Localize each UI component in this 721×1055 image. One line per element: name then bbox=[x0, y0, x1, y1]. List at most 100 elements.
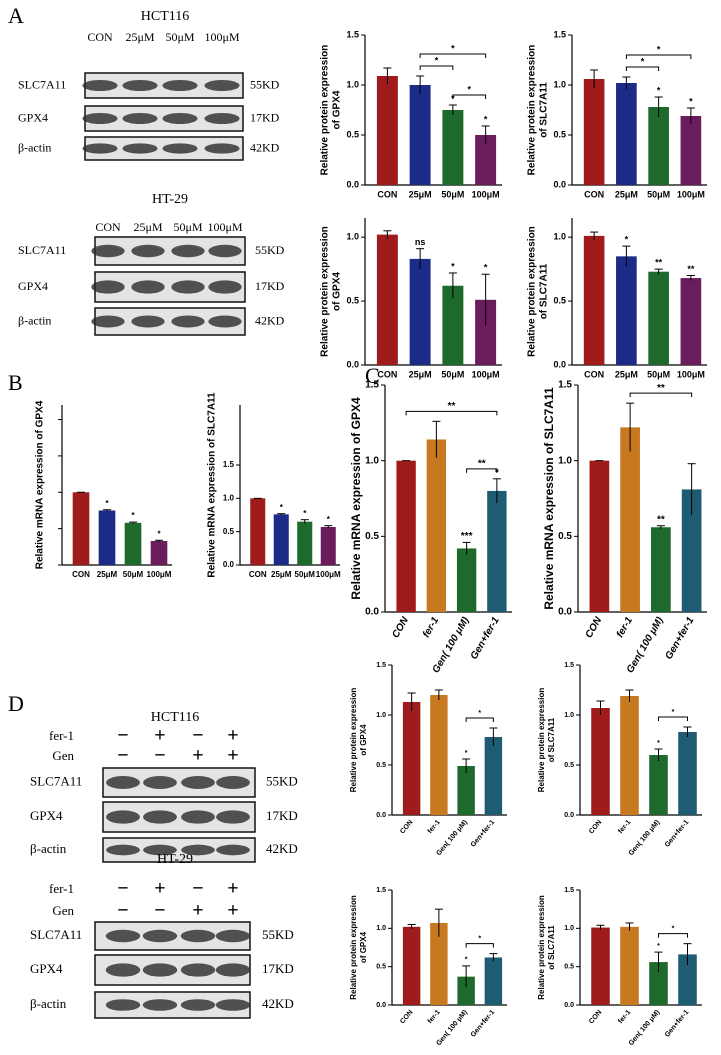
blot-band bbox=[143, 810, 177, 824]
x-tick-label: 50μM bbox=[647, 189, 670, 199]
blot-band bbox=[180, 963, 216, 977]
treatment-sign: − bbox=[117, 745, 128, 767]
treatment-sign: + bbox=[154, 725, 165, 747]
blot-band bbox=[131, 280, 165, 294]
y-tick-label: 1.5 bbox=[558, 380, 572, 391]
bar bbox=[376, 234, 398, 365]
y-axis-label: Relative protein expression bbox=[537, 895, 546, 1000]
y-tick-label: 0.5 bbox=[346, 129, 359, 139]
bar bbox=[430, 695, 448, 815]
significance-label: ** bbox=[655, 258, 663, 268]
x-tick-label: CON bbox=[72, 570, 90, 579]
y-tick-label: 1.0 bbox=[376, 712, 386, 719]
significance-label: * bbox=[105, 499, 109, 508]
x-tick-label: CON bbox=[588, 1009, 603, 1025]
treatment-sign: + bbox=[192, 900, 203, 922]
protein-label: β-actin bbox=[30, 996, 67, 1011]
significance-bracket bbox=[625, 54, 692, 59]
bracket-label: ** bbox=[448, 401, 456, 412]
treatment-label: fer-1 bbox=[49, 881, 74, 896]
blot-band bbox=[131, 315, 165, 328]
bar bbox=[320, 527, 336, 565]
panel-label: D bbox=[8, 691, 24, 716]
significance-label: * bbox=[303, 509, 307, 518]
protein-label: GPX4 bbox=[18, 110, 48, 124]
bar bbox=[430, 922, 448, 1005]
significance-bracket bbox=[465, 717, 494, 722]
x-tick-label: fer-1 bbox=[617, 819, 632, 835]
bracket-label: * bbox=[435, 55, 439, 65]
bar bbox=[457, 976, 475, 1005]
bar bbox=[681, 489, 702, 612]
y-tick-label: 1.0 bbox=[558, 455, 572, 466]
blot-band bbox=[142, 963, 178, 977]
x-tick-label: 100μM bbox=[316, 570, 341, 579]
protein-label: GPX4 bbox=[30, 961, 63, 976]
x-tick-label: 100μM bbox=[472, 369, 500, 379]
y-axis-label: Relative protein expression bbox=[349, 895, 358, 1000]
blot-band bbox=[91, 244, 125, 258]
treatment-label: fer-1 bbox=[49, 728, 74, 743]
y-tick-label: 1.5 bbox=[223, 460, 235, 469]
bracket-label: * bbox=[672, 926, 675, 933]
size-label: 42KD bbox=[255, 313, 285, 327]
bar bbox=[678, 954, 697, 1005]
significance-label: *** bbox=[461, 531, 473, 542]
y-axis-label: Relative protein expression bbox=[349, 688, 358, 793]
y-axis-label: Relative mRNA expression of SLC7A11 bbox=[542, 387, 556, 610]
size-label: 55KD bbox=[250, 77, 280, 91]
bar bbox=[678, 732, 697, 815]
blot-band bbox=[91, 315, 125, 328]
bar bbox=[402, 702, 421, 815]
lane-label: 100μM bbox=[207, 220, 242, 234]
bar bbox=[620, 926, 639, 1005]
bar bbox=[649, 755, 668, 815]
size-label: 17KD bbox=[262, 961, 294, 976]
x-tick-label: Gen+fer-1 bbox=[470, 819, 497, 849]
size-label: 17KD bbox=[266, 808, 298, 823]
y-tick-label: 0.0 bbox=[346, 179, 359, 189]
blot-band bbox=[181, 776, 215, 789]
y-tick-label: 0.5 bbox=[558, 531, 572, 542]
significance-bracket bbox=[658, 933, 688, 938]
blot-band bbox=[215, 999, 251, 1011]
bracket-label: * bbox=[672, 709, 675, 716]
bar bbox=[273, 514, 289, 565]
blot-band bbox=[122, 112, 158, 125]
x-tick-label: CON bbox=[249, 570, 267, 579]
significance-label: * bbox=[689, 96, 693, 106]
bar bbox=[442, 110, 464, 185]
y-axis-label: of SLC7A11 bbox=[539, 263, 550, 319]
significance-label: * bbox=[657, 85, 661, 95]
significance-label: * bbox=[625, 234, 629, 244]
lane-label: 50μM bbox=[173, 220, 202, 234]
size-label: 42KD bbox=[262, 996, 294, 1011]
bar bbox=[620, 696, 639, 815]
bar bbox=[680, 116, 702, 185]
x-tick-label: fer-1 bbox=[617, 1009, 632, 1025]
x-tick-label: Gen+fer-1 bbox=[663, 615, 696, 662]
x-tick-label: 50μM bbox=[647, 369, 670, 379]
significance-label: * bbox=[484, 263, 488, 273]
size-label: 55KD bbox=[266, 773, 298, 788]
blot-band bbox=[142, 999, 178, 1011]
bar bbox=[616, 83, 637, 185]
blot-band bbox=[208, 280, 242, 294]
x-tick-label: 25μM bbox=[615, 369, 638, 379]
blot-band bbox=[122, 143, 158, 154]
blot-band bbox=[105, 963, 141, 977]
x-tick-label: fer-1 bbox=[615, 615, 636, 640]
x-tick-label: CON bbox=[588, 819, 603, 835]
x-tick-label: 50μM bbox=[295, 570, 316, 579]
y-axis-label: of SLC7A11 bbox=[539, 82, 550, 138]
bar bbox=[484, 737, 503, 815]
treatment-label: Gen bbox=[52, 903, 74, 918]
protein-label: β-actin bbox=[30, 841, 67, 856]
y-tick-label: 0.0 bbox=[553, 359, 566, 369]
y-axis-label: of GPX4 bbox=[359, 931, 368, 963]
bar bbox=[396, 460, 416, 612]
y-axis-label: Relative mRNA expression of GPX4 bbox=[349, 397, 363, 600]
blot-title: HCT116 bbox=[141, 9, 189, 24]
treatment-sign: − bbox=[192, 878, 203, 900]
y-tick-label: 0.5 bbox=[376, 762, 386, 769]
